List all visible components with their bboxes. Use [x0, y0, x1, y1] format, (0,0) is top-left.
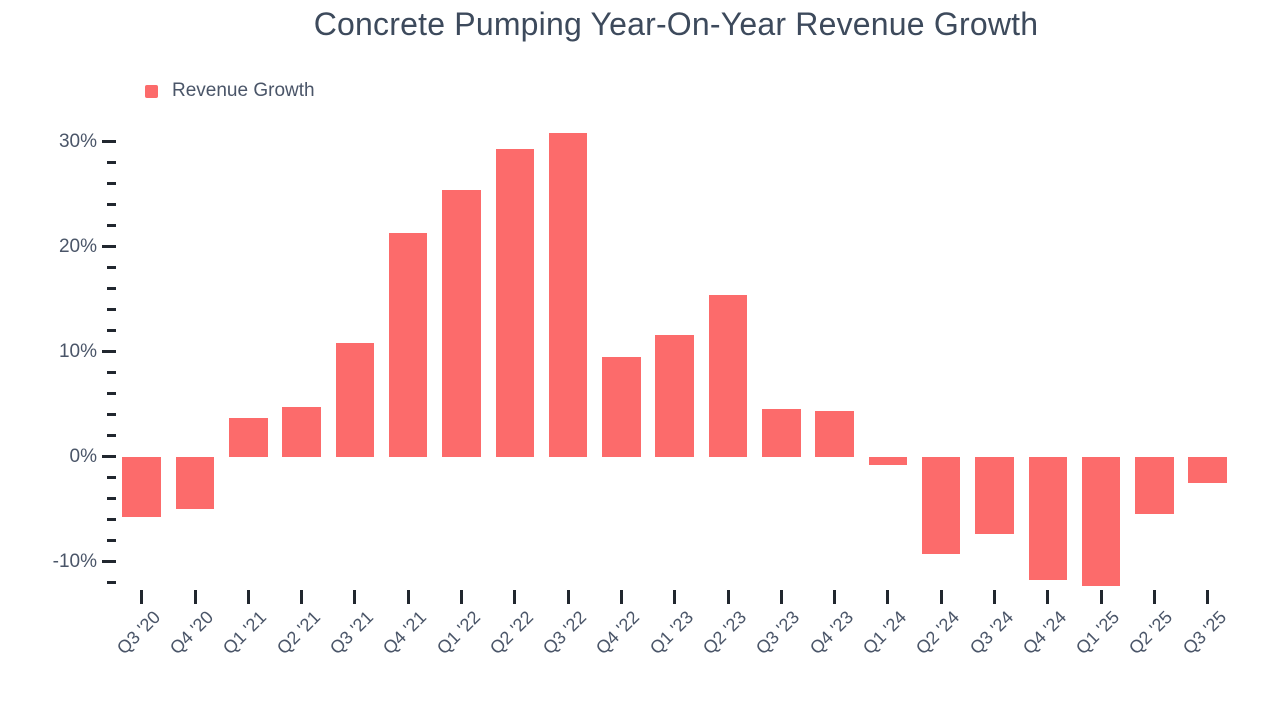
bar-q4-24 — [1028, 456, 1068, 580]
y-tick-minor-26 — [106, 182, 116, 186]
y-tick-minor-22 — [106, 224, 116, 228]
y-axis-label-10: 10% — [58, 340, 97, 362]
bar-q3-25 — [1188, 456, 1227, 483]
legend: Revenue Growth — [145, 80, 315, 102]
y-axis-label-0: 0% — [69, 445, 97, 467]
x-tick-q3-23 — [779, 590, 783, 604]
bar-q3-20 — [122, 456, 161, 517]
x-tick-q1-23 — [673, 590, 677, 604]
bar-q4-21 — [388, 233, 428, 457]
legend-swatch-revenue-growth — [145, 84, 158, 98]
y-tick-minor-24 — [106, 203, 116, 207]
y-axis-label--10: -10% — [52, 550, 97, 572]
y-tick-minor--2 — [106, 476, 116, 480]
x-axis-label-q3-20: Q3 '20 — [112, 607, 164, 659]
y-tick-major-20 — [101, 245, 116, 249]
y-tick-minor-8 — [106, 371, 116, 375]
bar-q3-21 — [335, 343, 375, 457]
x-tick-q1-21 — [246, 590, 250, 604]
y-tick-minor-12 — [106, 329, 116, 333]
bar-q1-25 — [1081, 456, 1121, 586]
y-tick-minor--8 — [106, 539, 116, 543]
y-axis-label-30: 30% — [58, 130, 97, 152]
y-tick-minor--12 — [106, 581, 116, 585]
bar-q2-24 — [921, 456, 961, 555]
y-tick-minor-6 — [106, 392, 116, 396]
y-tick-major-0 — [101, 455, 116, 459]
x-tick-q3-22 — [566, 590, 570, 604]
x-tick-q4-20 — [193, 590, 197, 604]
y-tick-major--10 — [101, 560, 116, 564]
x-tick-q1-22 — [460, 590, 463, 604]
bar-q1-23 — [655, 334, 694, 457]
y-tick-minor--4 — [106, 497, 116, 501]
bar-q4-22 — [602, 356, 641, 457]
x-tick-q4-22 — [619, 590, 623, 604]
bar-q1-21 — [229, 417, 268, 457]
bar-q3-23 — [762, 409, 801, 457]
x-tick-q1-24 — [886, 590, 890, 604]
bar-q2-22 — [495, 149, 535, 457]
x-tick-q2-23 — [726, 590, 730, 604]
chart-title: Concrete Pumping Year-On-Year Revenue Gr… — [313, 6, 1039, 42]
y-tick-major-30 — [101, 140, 116, 144]
y-tick-minor-18 — [106, 266, 116, 270]
x-tick-q3-21 — [353, 590, 357, 604]
x-tick-q3-20 — [140, 590, 144, 604]
x-tick-q2-24 — [939, 590, 943, 604]
bar-q4-20 — [175, 456, 215, 510]
legend-label-revenue-growth: Revenue Growth — [172, 80, 315, 101]
bar-q2-23 — [708, 295, 748, 457]
y-tick-minor-2 — [106, 434, 116, 438]
y-tick-minor-28 — [106, 161, 116, 165]
bar-q1-24 — [868, 456, 908, 466]
x-tick-q2-21 — [300, 590, 304, 604]
x-tick-q4-23 — [833, 590, 837, 604]
bar-q2-25 — [1135, 456, 1174, 515]
bar-q2-21 — [282, 407, 321, 457]
x-tick-q2-25 — [1152, 590, 1156, 604]
y-tick-minor-14 — [106, 308, 116, 312]
x-tick-q4-24 — [1046, 590, 1050, 604]
y-tick-minor--6 — [106, 518, 116, 522]
x-tick-q3-24 — [993, 590, 996, 604]
y-tick-major-10 — [101, 350, 116, 354]
y-tick-minor-4 — [106, 413, 116, 417]
bar-q4-23 — [815, 410, 854, 457]
y-axis-label-20: 20% — [58, 235, 97, 257]
y-tick-minor-16 — [106, 287, 116, 291]
x-tick-q1-25 — [1099, 590, 1103, 604]
x-tick-q2-22 — [513, 590, 517, 604]
bar-q3-22 — [548, 133, 588, 457]
bar-q1-22 — [442, 190, 481, 457]
bar-q3-24 — [975, 456, 1014, 535]
x-tick-q3-25 — [1206, 590, 1210, 604]
x-tick-q4-21 — [406, 590, 410, 604]
